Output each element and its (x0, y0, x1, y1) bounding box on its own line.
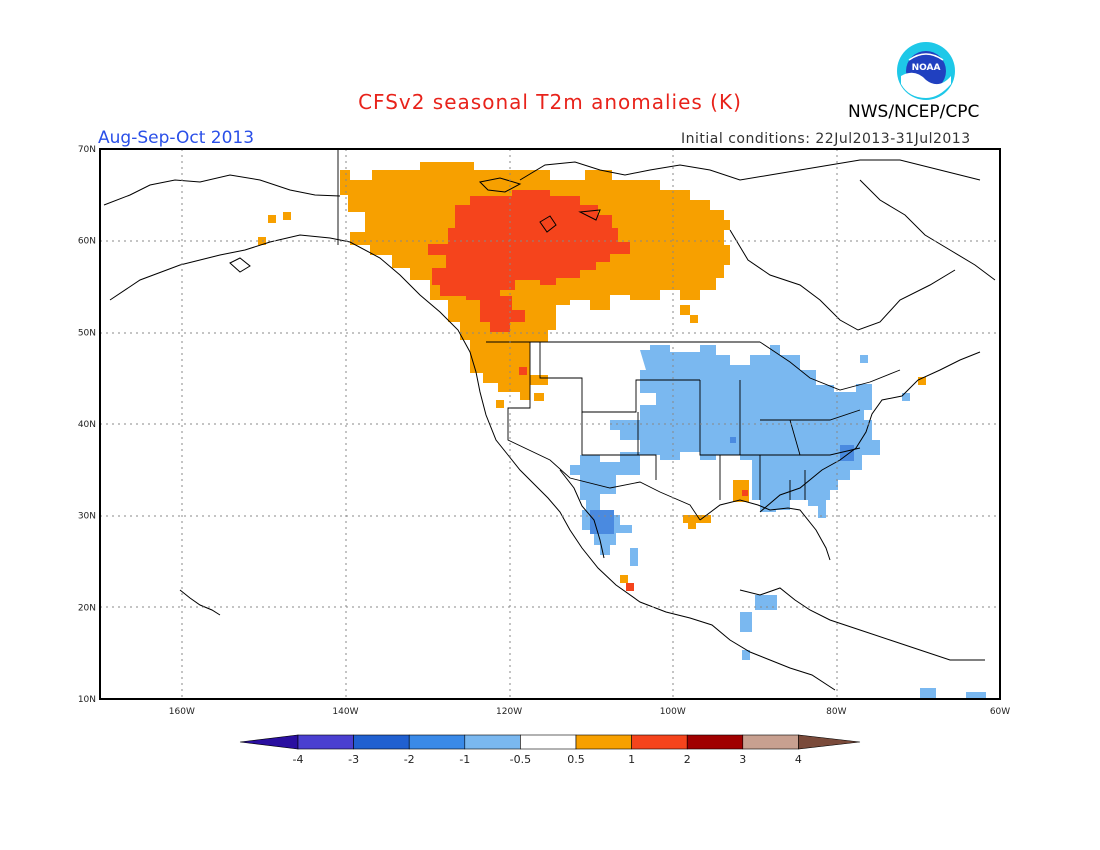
colorbar-tick-label: 0.5 (567, 753, 585, 766)
anomaly-cell (902, 393, 910, 401)
anomaly-cell (626, 583, 634, 591)
colorbar-swatch (297, 734, 354, 750)
logo-text: NOAA (912, 63, 941, 73)
anomaly-cell (534, 393, 544, 401)
anomaly-cell (480, 270, 490, 280)
colorbar-swatch (631, 734, 688, 750)
colorbar-swatch (408, 734, 466, 750)
lat-tick-label: 40N (78, 420, 96, 430)
longitude-axis: 160W 140W 120W 100W 80W 60W (169, 707, 1010, 717)
anomaly-cell (742, 650, 750, 660)
colorbar-arrow-low (239, 734, 299, 750)
anomaly-cell (920, 688, 936, 698)
anomaly-cell (742, 490, 748, 496)
colorbar-tick-label: -0.5 (510, 753, 531, 766)
map-plot-area (100, 149, 1000, 699)
anomaly-cell (730, 437, 736, 443)
initial-conditions: Initial conditions: 22Jul2013-31Jul2013 (681, 131, 971, 147)
colorbar-tick-label: -1 (459, 753, 470, 766)
political-borders (337, 150, 901, 521)
anomaly-cell (680, 305, 690, 315)
colorbar-swatch (742, 734, 799, 750)
anomaly-cell (268, 215, 276, 223)
anomaly-cell (630, 548, 638, 566)
latitude-axis: 70N 60N 50N 40N 30N 20N 10N (78, 145, 96, 705)
lat-tick-label: 60N (78, 237, 96, 247)
anomaly-cell (860, 355, 868, 363)
lon-tick-label: 140W (332, 707, 358, 717)
colorbar-swatch (520, 734, 577, 750)
lon-tick-label: 120W (496, 707, 522, 717)
colorbar-tick-label: -4 (293, 753, 304, 766)
anomaly-cell (683, 515, 711, 523)
anomaly-cell (496, 400, 504, 408)
colorbar: -4 -3 -2 -1 -0.5 0.5 1 2 3 4 (239, 734, 861, 766)
anomaly-cell (519, 367, 527, 375)
forecast-period: Aug-Sep-Oct 2013 (98, 128, 255, 148)
lon-tick-label: 60W (990, 707, 1010, 717)
anomaly-region-canada-warm (340, 162, 730, 400)
anomaly-cell (740, 612, 752, 632)
anomaly-cell (966, 692, 986, 698)
colorbar-swatch (353, 734, 410, 750)
colorbar-swatch (464, 734, 521, 750)
anomaly-cell (688, 523, 696, 529)
anomaly-cell (690, 315, 698, 323)
anomaly-cell (620, 575, 628, 583)
lat-tick-label: 50N (78, 328, 96, 338)
colorbar-tick-label: 4 (795, 753, 802, 766)
anomaly-cell (755, 595, 777, 610)
lat-tick-label: 20N (78, 603, 96, 613)
anomaly-region-us-cool (570, 345, 880, 555)
lon-tick-label: 80W (826, 707, 846, 717)
colorbar-tick-label: -2 (404, 753, 415, 766)
anomaly-cell (733, 480, 749, 502)
chart-title: CFSv2 seasonal T2m anomalies (K) (358, 90, 742, 114)
anomaly-cell (340, 184, 350, 192)
anomaly-region-canada-core (428, 190, 630, 332)
lat-tick-label: 10N (78, 695, 96, 705)
colorbar-arrow-high (798, 734, 861, 750)
noaa-logo-icon: NOAA (897, 42, 955, 100)
lon-tick-label: 100W (660, 707, 686, 717)
agency-label: NWS/NCEP/CPC (848, 102, 980, 122)
coastlines (103, 159, 996, 691)
colorbar-swatch (686, 734, 744, 750)
anomaly-cell (918, 377, 926, 385)
gridlines (100, 149, 1000, 699)
lat-tick-label: 30N (78, 512, 96, 522)
colorbar-swatch (575, 734, 632, 750)
colorbar-tick-label: 2 (684, 753, 691, 766)
lon-tick-label: 160W (169, 707, 195, 717)
anomaly-cell (590, 510, 614, 534)
colorbar-tick-label: 1 (628, 753, 635, 766)
colorbar-tick-label: -3 (348, 753, 359, 766)
anomaly-cell (283, 212, 291, 220)
colorbar-tick-label: 3 (739, 753, 746, 766)
plot-frame (99, 148, 1001, 700)
lat-tick-label: 70N (78, 145, 96, 155)
